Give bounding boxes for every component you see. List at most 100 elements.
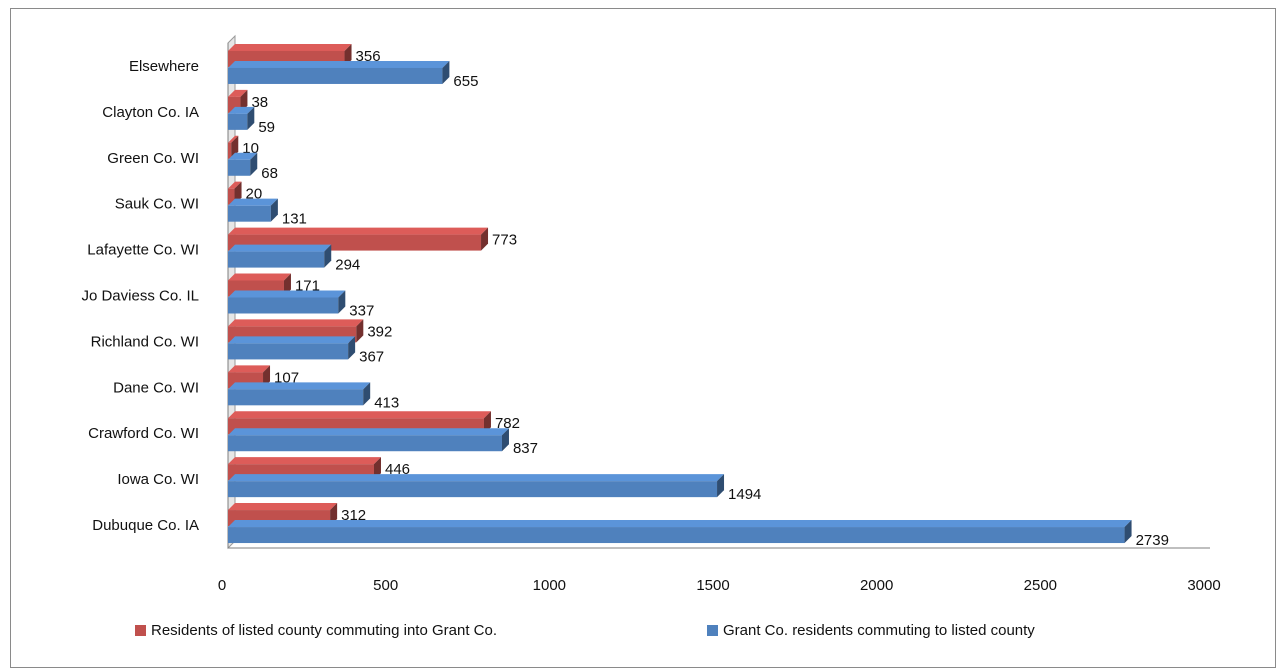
bar-blue (228, 152, 258, 176)
category-label: Lafayette Co. WI (87, 242, 199, 259)
bar-top-face (228, 319, 364, 327)
bar-blue (228, 106, 255, 130)
bar-top-face (228, 382, 371, 390)
bar-side-face (348, 336, 356, 360)
bar-front-face (228, 188, 235, 205)
legend-swatch-red (135, 625, 146, 636)
data-label-blue: 837 (513, 440, 538, 457)
bar-blue (228, 290, 346, 314)
data-label-blue: 59 (258, 119, 275, 136)
legend-item-grant-to-county: Grant Co. residents commuting to listed … (707, 622, 1035, 639)
legend-item-residents-into-grant: Residents of listed county commuting int… (135, 622, 497, 639)
bar-side-face (270, 198, 278, 222)
data-label-red: 773 (492, 232, 517, 249)
data-label-blue: 367 (359, 348, 384, 365)
data-label-blue: 655 (453, 73, 478, 90)
plot-area: 0 500 1000 1500 2000 2500 3000 Dubuque Co. IA 31… (81, 34, 1221, 594)
legend-label-residents-into-grant: Residents of listed county commuting int… (151, 622, 497, 639)
data-label-red: 171 (295, 278, 320, 295)
bar-top-face (228, 411, 491, 419)
category-label: Crawford Co. WI (88, 425, 199, 442)
bar-top-face (228, 227, 489, 235)
category-label: Sauk Co. WI (115, 196, 199, 213)
bar-front-face (228, 251, 325, 268)
bar-front-face (228, 67, 443, 84)
data-label-red: 356 (356, 48, 381, 65)
bar-top-face (228, 106, 255, 114)
data-label-red: 446 (385, 461, 410, 478)
category-label: Clayton Co. IA (102, 104, 199, 121)
bar-front-face (228, 297, 339, 314)
bar-side-face (247, 106, 255, 130)
bar-top-face (228, 181, 242, 189)
bar-side-face (356, 319, 364, 343)
bar-top-face (228, 474, 725, 482)
bar-top-face (228, 135, 239, 143)
bar-top-face (228, 152, 258, 160)
data-label-red: 782 (495, 415, 520, 432)
bar-front-face (228, 435, 502, 452)
bar-blue (228, 198, 278, 222)
category-label: Richland Co. WI (91, 333, 199, 350)
data-label-red: 38 (251, 94, 268, 111)
bar-front-face (228, 389, 364, 406)
x-tick-label-1000: 1000 (533, 577, 566, 594)
bar-blue (228, 428, 509, 452)
data-label-red: 107 (274, 369, 299, 386)
bar-blue (228, 244, 332, 268)
bar-side-face (1124, 520, 1132, 544)
bar-front-face (228, 159, 251, 176)
bar-top-face (228, 336, 356, 344)
bar-side-face (717, 474, 725, 498)
bar-top-face (228, 43, 352, 51)
bar-front-face (228, 113, 248, 130)
bar-front-face (228, 205, 271, 222)
bar-top-face (228, 365, 271, 373)
bar-blue (228, 474, 725, 498)
data-label-blue: 337 (349, 303, 374, 320)
data-label-red: 20 (246, 186, 263, 203)
bar-front-face (228, 142, 232, 159)
x-tick-label-2500: 2500 (1024, 577, 1057, 594)
x-tick-label-1500: 1500 (696, 577, 729, 594)
x-tick-label-2000: 2000 (860, 577, 893, 594)
x-tick-label-500: 500 (373, 577, 398, 594)
bar-top-face (228, 244, 332, 252)
data-label-blue: 68 (261, 165, 278, 182)
bar-top-face (228, 273, 291, 281)
bar-front-face (228, 343, 349, 360)
bar-top-face (228, 60, 450, 68)
bar-top-face (228, 503, 338, 511)
bar-top-face (228, 457, 381, 465)
category-label: Dubuque Co. IA (92, 517, 199, 534)
bar-side-face (363, 382, 371, 406)
category-label: Dane Co. WI (113, 379, 199, 396)
legend-label-grant-to-county: Grant Co. residents commuting to listed … (723, 622, 1035, 639)
bar-top-face (228, 89, 248, 97)
bar-top-face (228, 520, 1132, 528)
bar-blue (228, 382, 371, 406)
data-label-red: 392 (367, 323, 392, 340)
bar-blue (228, 60, 450, 84)
category-label: Iowa Co. WI (117, 471, 199, 488)
legend-swatch-blue (707, 625, 718, 636)
bar-side-face (324, 244, 332, 268)
bar-side-face (338, 290, 346, 314)
bar-blue (228, 520, 1132, 544)
bar-side-face (250, 152, 258, 176)
chart-frame (10, 8, 1276, 668)
bar-top-face (228, 290, 346, 298)
category-label: Green Co. WI (107, 150, 199, 167)
bar-top-face (228, 198, 278, 206)
data-label-blue: 2739 (1136, 532, 1169, 549)
data-label-blue: 131 (282, 211, 307, 228)
data-label-blue: 1494 (728, 486, 761, 503)
bar-top-face (228, 428, 509, 436)
bar-blue (228, 336, 356, 360)
x-tick-label-3000: 3000 (1187, 577, 1220, 594)
bar-front-face (228, 481, 718, 498)
bar-front-face (228, 527, 1125, 544)
category-label: Jo Daviess Co. IL (81, 288, 199, 305)
data-label-red: 312 (341, 507, 366, 524)
